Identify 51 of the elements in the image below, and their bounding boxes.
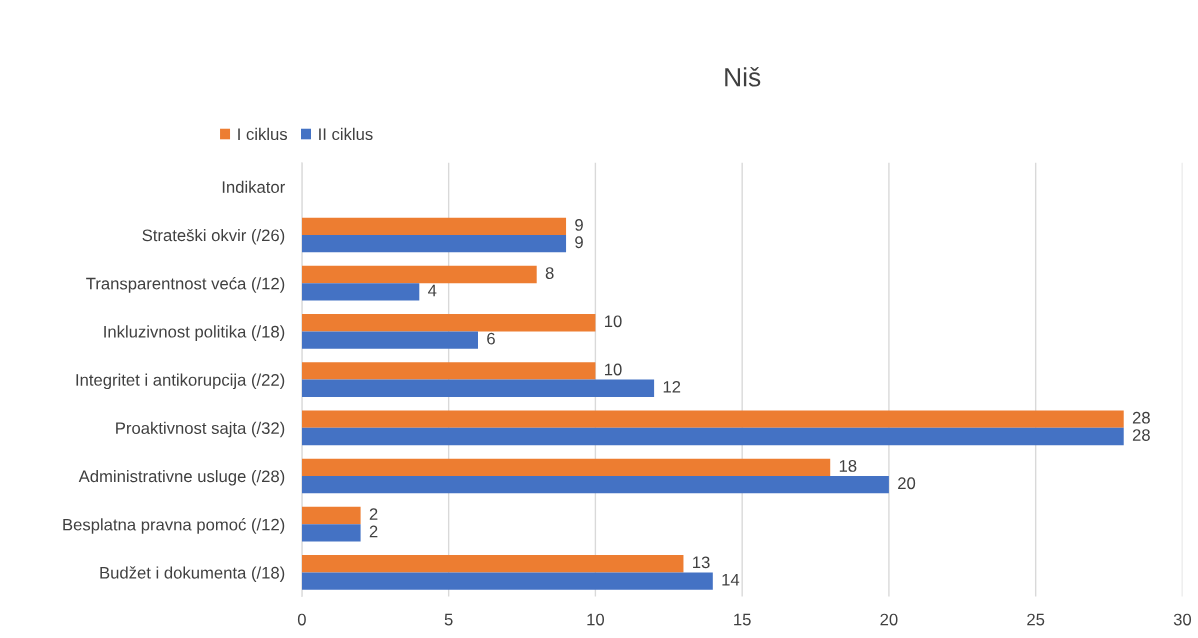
- data-label: 18: [839, 460, 857, 472]
- x-tick-label: 15: [734, 613, 751, 626]
- data-label: 9: [575, 236, 583, 249]
- legend-label: I ciklus: [238, 127, 288, 141]
- bar: [301, 362, 596, 380]
- bar: [301, 314, 596, 332]
- y-tick-label: Transparentnost veća (/12): [86, 277, 285, 293]
- data-label: 2: [369, 508, 378, 520]
- data-label: 8: [545, 267, 554, 279]
- data-label: 9: [575, 218, 583, 231]
- bar: [301, 506, 361, 525]
- bar: [301, 410, 1124, 428]
- x-tick-label: 10: [587, 613, 605, 626]
- data-label: 28: [1132, 411, 1150, 424]
- y-tick-label: Budžet i dokumenta (/18): [100, 566, 285, 582]
- y-tick-label: Administrativne usluge (/28): [78, 469, 285, 486]
- bar: [301, 379, 655, 397]
- data-label: 10: [605, 315, 622, 328]
- data-label: 2: [369, 525, 378, 538]
- y-tick-label: Proaktivnost sajta (/32): [116, 421, 285, 438]
- x-tick-label: 0: [297, 613, 306, 626]
- bar: [301, 331, 478, 349]
- bar: [301, 555, 684, 573]
- legend-label: II ciklus: [319, 127, 373, 141]
- bar: [301, 458, 831, 477]
- bar: [301, 427, 1124, 446]
- data-label: 13: [693, 556, 710, 569]
- data-label: 10: [605, 363, 622, 376]
- bar: [301, 265, 537, 284]
- bar: [301, 283, 420, 301]
- data-label: 20: [898, 477, 916, 490]
- x-tick-label: 25: [1027, 613, 1045, 626]
- data-label: 14: [722, 573, 740, 586]
- y-tick-label: Strateški okvir (/26): [142, 228, 285, 245]
- bar: [301, 476, 889, 494]
- bar: [301, 217, 567, 235]
- x-tick-label: 20: [880, 613, 898, 626]
- chart-title: Niš: [725, 67, 761, 87]
- y-tick-label: Integritet i antikorupcija (/22): [76, 373, 285, 390]
- y-tick-label: Besplatna pravna pomoć (/12): [63, 518, 285, 534]
- bar: [301, 524, 361, 542]
- bar: [301, 572, 713, 590]
- data-label: 6: [487, 332, 495, 345]
- data-label: 12: [663, 380, 681, 393]
- x-tick-label: 30: [1173, 613, 1192, 626]
- data-label: 4: [428, 284, 437, 297]
- y-tick-label: Indikator: [222, 180, 285, 193]
- y-tick-label: Inkluzivnost politika (/18): [104, 325, 285, 341]
- bar: [301, 235, 567, 253]
- data-label: 28: [1132, 429, 1150, 441]
- x-tick-label: 5: [444, 613, 453, 626]
